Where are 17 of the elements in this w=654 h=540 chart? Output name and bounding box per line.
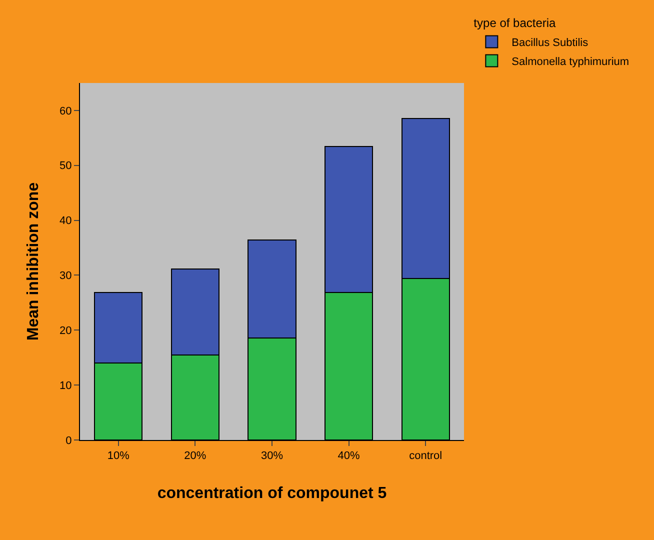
y-axis-title: Mean inhibition zone [25, 182, 42, 341]
legend-label: Bacillus Subtilis [512, 36, 589, 49]
y-tick-label: 40 [60, 215, 72, 228]
x-tick-label: 30% [260, 450, 284, 462]
x-tick-label: control [409, 450, 442, 462]
y-tick-label: 50 [60, 160, 72, 172]
y-tick-label: 20 [60, 325, 72, 337]
x-axis-title: concentration of compounet 5 [157, 485, 387, 502]
legend-label: Salmonella typhimurium [512, 56, 630, 68]
y-tick-label: 10 [60, 380, 72, 392]
x-tick-label: 10% [107, 450, 130, 462]
legend-title: type of bacteria [474, 16, 556, 30]
x-tick-label: 20% [184, 450, 206, 462]
y-tick-label: 0 [66, 434, 72, 447]
y-tick-label: 60 [60, 105, 72, 118]
x-tick-label: 40% [338, 450, 360, 462]
y-tick-label: 30 [60, 270, 72, 282]
